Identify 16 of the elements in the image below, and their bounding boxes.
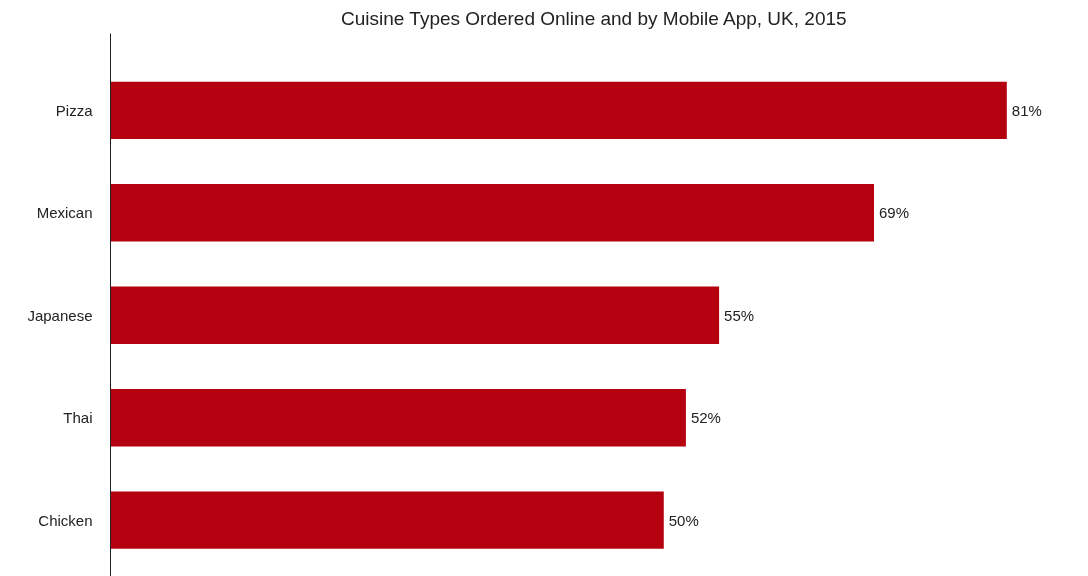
- bar: [110, 491, 664, 549]
- bar: [110, 286, 720, 344]
- y-tick-label: Mexican: [36, 204, 93, 222]
- data-label: 55%: [724, 306, 755, 324]
- y-tick-label: Japanese: [27, 306, 93, 324]
- data-label: 52%: [690, 409, 721, 427]
- chart-title: Cuisine Types Ordered Online and by Mobile App, UK, 2015: [341, 7, 847, 29]
- y-tick-label: Chicken: [38, 511, 93, 529]
- data-label: 50%: [668, 511, 699, 529]
- data-label: 81%: [1011, 101, 1042, 119]
- y-tick-label: Pizza: [55, 101, 94, 119]
- bar: [110, 81, 1007, 140]
- data-label: 69%: [879, 204, 910, 222]
- bar: [110, 184, 875, 242]
- y-tick-label: Thai: [63, 409, 93, 427]
- bar: [110, 389, 686, 447]
